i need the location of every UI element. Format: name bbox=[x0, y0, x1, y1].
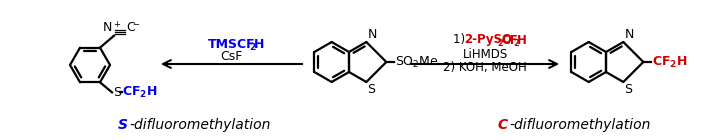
Text: N: N bbox=[624, 28, 634, 41]
Text: C: C bbox=[498, 118, 508, 132]
Text: CF: CF bbox=[501, 33, 518, 46]
Text: 1): 1) bbox=[453, 33, 469, 46]
Text: -difluoromethylation: -difluoromethylation bbox=[129, 118, 270, 132]
Text: LiHMDS: LiHMDS bbox=[462, 47, 507, 60]
Text: −: − bbox=[132, 20, 139, 29]
Text: $\mathregular{CF_2H}$: $\mathregular{CF_2H}$ bbox=[653, 54, 688, 70]
Text: S: S bbox=[624, 83, 632, 96]
Text: H: H bbox=[253, 38, 264, 51]
Text: N: N bbox=[102, 21, 112, 34]
Text: $\mathregular{CF_2H}$: $\mathregular{CF_2H}$ bbox=[122, 85, 158, 100]
Text: -difluoromethylation: -difluoromethylation bbox=[509, 118, 650, 132]
Text: 2: 2 bbox=[497, 38, 503, 47]
Text: CsF: CsF bbox=[220, 50, 242, 62]
Text: 2-PySO: 2-PySO bbox=[464, 33, 512, 46]
Text: N: N bbox=[367, 28, 377, 41]
Text: TMSCF: TMSCF bbox=[208, 38, 256, 51]
Text: 2: 2 bbox=[250, 43, 256, 52]
Text: 2) KOH, MeOH: 2) KOH, MeOH bbox=[443, 60, 527, 74]
Text: S: S bbox=[118, 118, 128, 132]
Text: 2: 2 bbox=[513, 38, 519, 47]
Text: C: C bbox=[126, 21, 135, 34]
Text: +: + bbox=[113, 20, 120, 29]
Text: S: S bbox=[367, 83, 375, 96]
Text: S: S bbox=[113, 86, 121, 99]
Text: $\mathregular{SO_2Me}$: $\mathregular{SO_2Me}$ bbox=[396, 54, 439, 70]
Text: H: H bbox=[517, 33, 527, 46]
